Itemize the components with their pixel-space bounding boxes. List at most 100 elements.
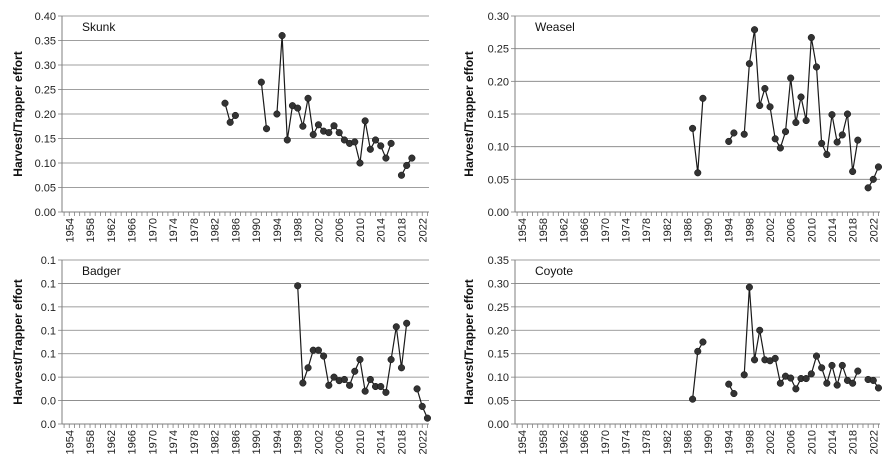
panel-skunk: 0.00 0.05 0.10 0.15 0.20 0.25 0.30 0.35 0.40 1954… <box>11 11 429 242</box>
data-point <box>725 137 733 145</box>
data-point <box>838 361 846 369</box>
data-point <box>823 150 831 159</box>
panel-title: Weasel <box>535 20 575 34</box>
x-tick-label: 1978 <box>641 430 653 454</box>
x-tick-label: 1970 <box>147 430 159 454</box>
y-tick-label: 0.35 <box>488 255 509 267</box>
data-point <box>756 101 764 110</box>
data-point <box>854 367 862 375</box>
x-tick-label: 1982 <box>210 430 222 454</box>
x-tick-label: 2010 <box>355 430 367 454</box>
data-point <box>740 371 748 379</box>
data-point <box>730 389 738 398</box>
data-point <box>418 402 426 410</box>
data-point <box>828 111 836 119</box>
x-tick-label: 1962 <box>106 218 118 242</box>
data-point <box>361 117 369 125</box>
data-point <box>833 138 841 146</box>
y-tick-label: 0.20 <box>488 76 509 88</box>
data-point <box>756 326 764 334</box>
series-line-segment <box>260 82 268 129</box>
y-tick-label: 0.25 <box>35 85 56 97</box>
data-point <box>371 136 380 144</box>
data-point <box>771 354 779 362</box>
series-line-segment <box>743 29 859 172</box>
x-tick-label: 2014 <box>376 218 388 242</box>
data-point <box>403 319 411 327</box>
data-point <box>771 135 779 143</box>
y-tick-label: 0.0 <box>41 396 56 408</box>
y-tick-label: 0.05 <box>35 183 56 195</box>
x-tick-label: 1998 <box>293 218 305 242</box>
data-point <box>792 118 800 127</box>
series-line-segment <box>276 35 392 164</box>
y-tick-label: 0.35 <box>35 36 56 48</box>
data-point <box>377 382 385 391</box>
x-tick-label: 1998 <box>293 430 305 454</box>
x-tick-label: 2014 <box>376 430 388 454</box>
data-point <box>413 385 421 393</box>
y-tick-label: 0.10 <box>35 158 56 170</box>
x-tick-label: 1982 <box>210 218 222 242</box>
data-point <box>351 367 359 375</box>
x-tick-label: 1954 <box>517 430 529 454</box>
data-point <box>812 63 821 71</box>
y-tick-label: 0.30 <box>488 278 509 290</box>
data-point <box>725 380 733 388</box>
y-tick-label: 0.00 <box>488 419 509 431</box>
data-point <box>382 388 390 396</box>
data-point <box>792 385 800 393</box>
x-tick-label: 2022 <box>417 218 429 242</box>
x-tick-label: 1958 <box>538 218 550 242</box>
x-tick-label: 1990 <box>703 218 715 242</box>
data-point <box>340 136 348 144</box>
y-tick-label: 0.25 <box>488 302 509 314</box>
data-point <box>356 159 364 167</box>
data-point <box>843 110 852 118</box>
data-point <box>387 139 395 147</box>
data-point <box>797 93 805 101</box>
y-tick-label: 0.0 <box>41 419 56 431</box>
data-point <box>392 323 400 331</box>
x-tick-label: 2022 <box>868 218 880 242</box>
data-point <box>874 384 883 392</box>
y-tick-label: 0.25 <box>488 44 509 56</box>
series-line-segment <box>297 285 408 394</box>
data-point <box>812 352 821 360</box>
data-point <box>361 387 369 395</box>
x-tick-label: 2006 <box>334 218 346 242</box>
x-tick-label: 2022 <box>417 430 429 454</box>
y-tick-label: 0.40 <box>35 11 56 23</box>
y-axis-title: Harvest/Trapper effort <box>462 51 476 176</box>
x-tick-label: 1954 <box>64 218 76 242</box>
panel-weasel: 0.00 0.05 0.10 0.15 0.20 0.25 0.30 1954 1958 1962… <box>462 11 883 242</box>
y-tick-label: 0.0 <box>41 372 56 384</box>
x-tick-label: 2002 <box>765 218 777 242</box>
data-point <box>838 131 846 139</box>
x-tick-label: 1974 <box>168 218 180 242</box>
data-point <box>828 361 836 369</box>
data-point <box>869 376 877 384</box>
data-point <box>849 167 857 176</box>
x-tick-label: 1990 <box>251 430 263 454</box>
x-tick-label: 1970 <box>600 430 612 454</box>
data-point <box>346 381 354 389</box>
y-tick-label: 0.15 <box>35 134 56 146</box>
y-tick-label: 0.00 <box>35 207 56 219</box>
data-point <box>330 122 338 130</box>
data-point <box>776 379 784 387</box>
series-line-segment <box>691 98 704 173</box>
y-axis-title: Harvest/Trapper effort <box>462 279 476 404</box>
x-tick-label: 1998 <box>744 218 756 242</box>
x-tick-label: 2018 <box>396 218 408 242</box>
x-tick-label: 1954 <box>517 218 529 242</box>
x-tick-label: 1986 <box>682 218 694 242</box>
x-tick-label: 1978 <box>189 218 201 242</box>
x-tick-label: 2014 <box>827 218 839 242</box>
y-tick-label: 0.1 <box>41 325 56 337</box>
data-point <box>745 283 753 291</box>
x-tick-label: 1954 <box>64 430 76 454</box>
y-tick-label: 0.15 <box>488 349 509 361</box>
data-point <box>849 379 857 387</box>
y-tick-label: 0.1 <box>41 255 56 267</box>
